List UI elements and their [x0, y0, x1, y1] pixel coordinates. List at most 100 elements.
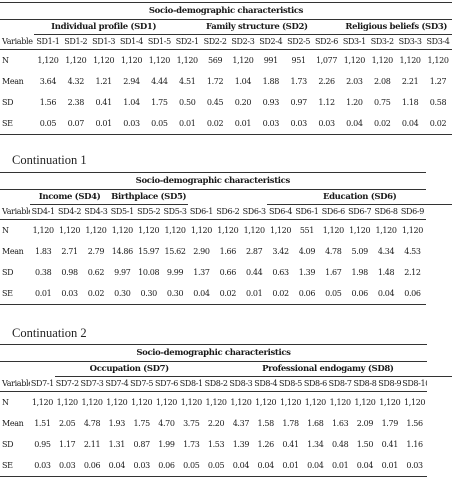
table-cell: 1.12 — [318, 97, 335, 107]
table-cell: 1,120 — [37, 55, 59, 65]
table-cell: 1.51 — [34, 418, 51, 428]
group-header: Individual profile (SD1) — [34, 19, 174, 35]
table-cell: 0.03 — [402, 455, 427, 477]
table-cell: 0.01 — [229, 113, 257, 135]
table-cell: 0.03 — [312, 113, 341, 135]
table-cell: 4.32 — [67, 76, 85, 86]
table-cell: 0.05 — [178, 455, 204, 477]
table-cell: 0.20 — [234, 97, 252, 107]
table-cell: 0.06 — [399, 283, 426, 305]
table-cell: 0.06 — [293, 283, 321, 305]
column-header: SD6-2 — [214, 204, 241, 220]
table-cell: 3.42 — [272, 246, 289, 256]
row-label-n: N — [2, 225, 9, 235]
table-cell: 1.99 — [158, 439, 175, 449]
table-cell: 1.20 — [346, 97, 363, 107]
table-cell: 1.39 — [232, 439, 250, 449]
table-cell: 0.04 — [352, 455, 378, 477]
table-cell: 1,120 — [371, 55, 394, 65]
table-cell: 2.20 — [207, 418, 225, 428]
table-cell: 1.27 — [429, 76, 447, 86]
column-header: SD8-6 — [302, 376, 328, 392]
row-label-sd: SD — [2, 97, 14, 107]
table-cell: 569 — [207, 55, 223, 65]
table-cell: 2.79 — [87, 246, 105, 256]
table-cell: 2.94 — [123, 76, 140, 86]
table-cell: 2.71 — [61, 246, 78, 256]
column-header: SD8-7 — [327, 376, 353, 392]
table-3: Socio-demographic characteristics Occupat… — [0, 344, 452, 477]
table-cell: 1,120 — [205, 397, 228, 407]
table-cell: 1,120 — [106, 397, 128, 407]
table-cell: 0.04 — [302, 455, 328, 477]
table-cell: 0.30 — [135, 283, 162, 305]
table-cell: 1.18 — [401, 97, 419, 107]
table-cell: 0.04 — [188, 283, 215, 305]
table-cell: 0.04 — [228, 455, 254, 477]
table-cell: 1,120 — [120, 55, 143, 65]
table-cell: 0.05 — [203, 455, 229, 477]
column-header: SD8-4 — [253, 376, 279, 392]
table-cell: 1.26 — [257, 439, 275, 449]
table-1-block: Socio-demographic characteristics Individ… — [0, 2, 452, 135]
row-label-n: N — [2, 397, 9, 407]
group-header: Professional endogamy (SD8) — [203, 361, 452, 377]
table-cell: 1,120 — [401, 225, 424, 235]
table-cell: 1,120 — [58, 225, 81, 235]
table-cell: 0.03 — [256, 113, 285, 135]
table-cell: 0.97 — [290, 97, 307, 107]
table-cell: 4.34 — [377, 246, 395, 256]
row-label-sd: SD — [2, 267, 14, 277]
table-cell: 1,120 — [427, 55, 449, 65]
column-header: SD1-2 — [61, 34, 90, 50]
table-cell: 1,120 — [85, 225, 107, 235]
column-header: SD5-3 — [161, 204, 189, 220]
column-header: SD2-6 — [312, 34, 341, 50]
table-cell: 4.44 — [151, 76, 168, 86]
table-cell: 0.04 — [253, 455, 279, 477]
table-cell: 15.62 — [164, 246, 186, 256]
table-cell: 0.05 — [145, 113, 174, 135]
group-header: Income (SD4) — [30, 189, 110, 205]
table-cell: 1.39 — [298, 267, 316, 277]
column-header: SD2-5 — [284, 34, 313, 50]
column-header: SD6-3 — [241, 204, 268, 220]
table-cell: 0.93 — [262, 97, 280, 107]
table-cell: 1,120 — [148, 55, 171, 65]
table-cell: 0.50 — [179, 97, 196, 107]
table-cell: 1,120 — [180, 397, 203, 407]
column-header: SD1-5 — [145, 34, 174, 50]
table-cell: 9.99 — [166, 267, 184, 277]
column-header: SD8-1 — [178, 376, 204, 392]
column-header: SD5-2 — [135, 204, 162, 220]
table-cell: 2.21 — [401, 76, 419, 86]
column-header: SD4-2 — [56, 204, 83, 220]
table-cell: 4.78 — [83, 418, 101, 428]
table-cell: 0.02 — [201, 113, 230, 135]
row-label-mean: Mean — [2, 246, 24, 256]
table-cell: 1,120 — [190, 225, 213, 235]
column-header: SD8-5 — [278, 376, 303, 392]
table-cell: 1,120 — [322, 225, 345, 235]
column-header: SD8-3 — [228, 376, 254, 392]
column-header: SD8-9 — [377, 376, 403, 392]
table-cell: 0.04 — [340, 113, 369, 135]
table-cell: 2.26 — [318, 76, 335, 86]
table-cell: 0.02 — [82, 283, 110, 305]
table-cell: 0.02 — [368, 113, 397, 135]
table-cell: 0.75 — [374, 97, 391, 107]
table-cell: 0.01 — [377, 455, 403, 477]
table-cell: 0.06 — [79, 455, 105, 477]
table-cell: 0.41 — [95, 97, 112, 107]
table-cell: 0.01 — [89, 113, 118, 135]
table-cell: 4.70 — [158, 418, 175, 428]
table-cell: 1.98 — [351, 267, 368, 277]
table-cell: 0.06 — [346, 283, 373, 305]
column-header: SD7-5 — [129, 376, 155, 392]
table-cell: 0.30 — [109, 283, 136, 305]
table-cell: 1,120 — [404, 397, 426, 407]
table-cell: 1.66 — [219, 246, 237, 256]
table-cell: 0.05 — [34, 113, 62, 135]
column-header: SD6-8 — [372, 204, 400, 220]
table-cell: 1.37 — [193, 267, 210, 277]
